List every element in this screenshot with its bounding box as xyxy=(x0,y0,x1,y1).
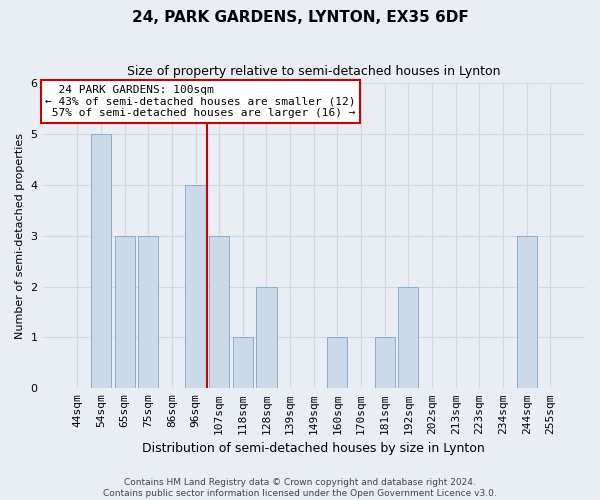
Bar xyxy=(398,286,418,388)
Title: Size of property relative to semi-detached houses in Lynton: Size of property relative to semi-detach… xyxy=(127,65,500,78)
Bar xyxy=(209,236,229,388)
Bar xyxy=(115,236,134,388)
Bar xyxy=(517,236,536,388)
Text: 24, PARK GARDENS, LYNTON, EX35 6DF: 24, PARK GARDENS, LYNTON, EX35 6DF xyxy=(131,10,469,25)
Bar xyxy=(256,286,277,388)
Bar xyxy=(138,236,158,388)
Y-axis label: Number of semi-detached properties: Number of semi-detached properties xyxy=(15,133,25,339)
Bar xyxy=(328,338,347,388)
Bar xyxy=(91,134,111,388)
Text: Contains HM Land Registry data © Crown copyright and database right 2024.
Contai: Contains HM Land Registry data © Crown c… xyxy=(103,478,497,498)
Bar xyxy=(233,338,253,388)
X-axis label: Distribution of semi-detached houses by size in Lynton: Distribution of semi-detached houses by … xyxy=(142,442,485,455)
Bar xyxy=(374,338,395,388)
Text: 24 PARK GARDENS: 100sqm
← 43% of semi-detached houses are smaller (12)
 57% of s: 24 PARK GARDENS: 100sqm ← 43% of semi-de… xyxy=(45,85,356,118)
Bar xyxy=(185,185,206,388)
